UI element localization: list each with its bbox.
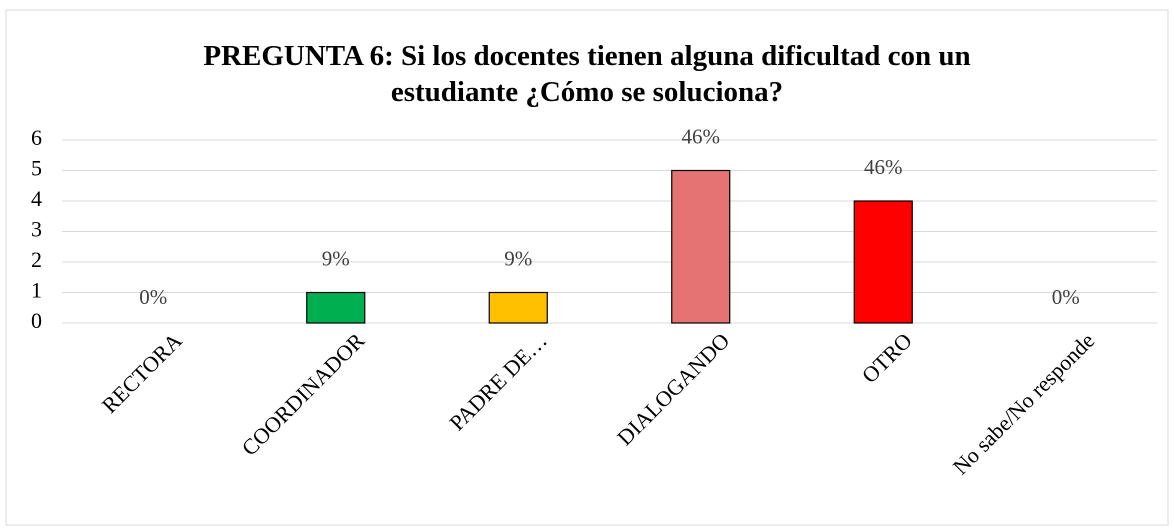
y-tick-label: 4 — [31, 186, 42, 211]
y-tick-label: 5 — [31, 156, 42, 181]
y-tick-label: 6 — [31, 125, 42, 150]
chart-border — [5, 9, 1169, 526]
y-tick-label: 1 — [31, 278, 42, 303]
bar — [306, 291, 366, 324]
data-label: 46% — [864, 155, 903, 179]
y-tick-label: 3 — [31, 217, 42, 242]
y-tick-label: 2 — [31, 247, 42, 272]
data-label: 9% — [322, 246, 350, 270]
data-label: 46% — [682, 124, 721, 148]
data-label: 0% — [139, 285, 167, 309]
bar — [488, 291, 548, 324]
bar — [671, 169, 731, 324]
data-label: 9% — [504, 246, 532, 270]
y-tick-label: 0 — [31, 308, 42, 333]
bar — [853, 200, 913, 324]
chart-title: PREGUNTA 6: Si los docentes tienen algun… — [203, 40, 971, 108]
data-label: 0% — [1052, 285, 1080, 309]
